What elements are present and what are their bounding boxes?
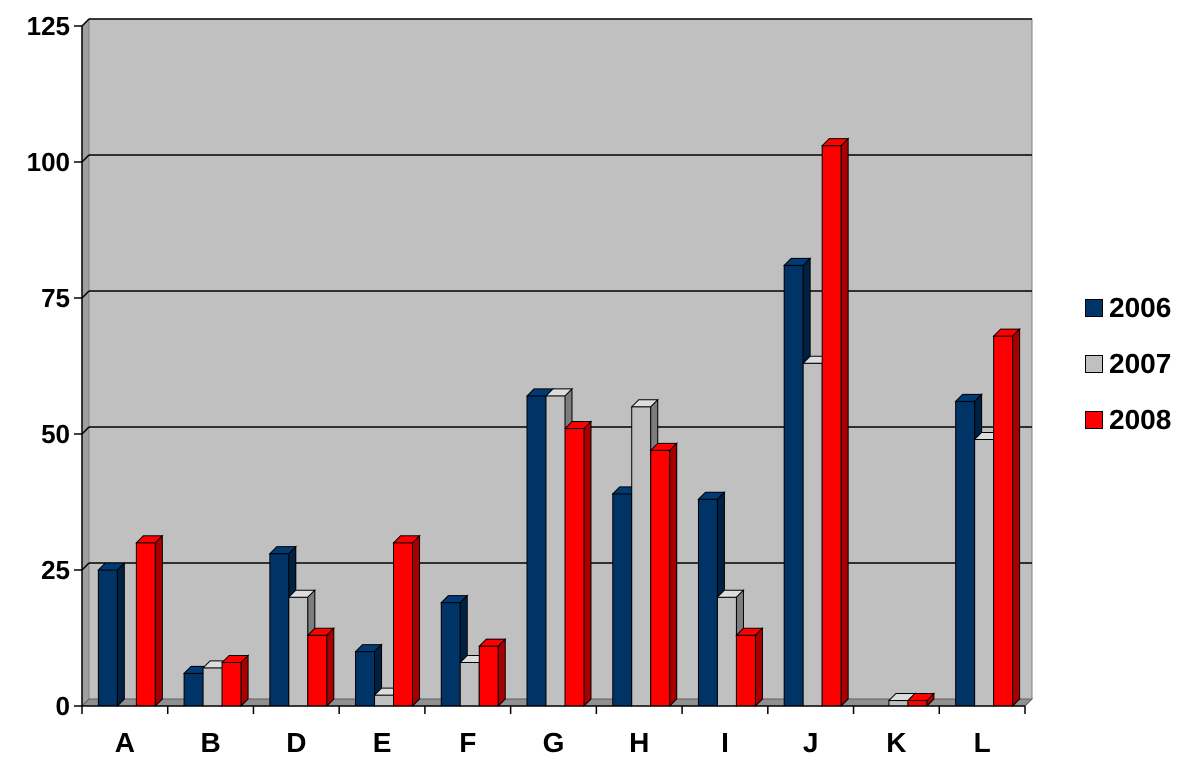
bar-F-2007 [459, 661, 480, 707]
bar-J-2006 [783, 264, 804, 707]
bar-side-A-2008 [154, 534, 163, 708]
bar-H-2006 [612, 493, 633, 707]
bar-side-H-2008 [669, 442, 678, 708]
bar-D-2008 [307, 634, 328, 707]
bar-side-D-2008 [326, 627, 335, 708]
gridline-diag [81, 290, 90, 299]
legend-label-2007: 2007 [1109, 348, 1172, 379]
bar-side-E-2008 [412, 534, 421, 708]
legend-item-2006: 2006 [1085, 280, 1171, 336]
x-tick-label-E: E [373, 727, 392, 758]
legend-label-2006: 2006 [1109, 292, 1172, 323]
y-tick-label: 75 [41, 283, 70, 313]
gridline-diag [81, 562, 90, 571]
bars [97, 137, 1021, 708]
bar-H-2008 [650, 449, 671, 707]
x-tick-label-K: K [886, 727, 906, 758]
bar-H-2007 [631, 406, 652, 707]
bar-side-G-2008 [583, 420, 592, 708]
legend-item-2007: 2007 [1085, 336, 1171, 392]
bar-F-2006 [440, 602, 461, 707]
bar-side-L-2008 [1012, 327, 1021, 708]
bar-F-2008 [478, 645, 499, 707]
bar-E-2007 [374, 694, 395, 707]
y-tick-label: 50 [41, 419, 70, 449]
legend-swatch-2006 [1085, 299, 1103, 317]
x-tick-label-B: B [200, 727, 220, 758]
x-tick-label-I: I [721, 727, 729, 758]
bar-K-2008 [907, 700, 928, 707]
y-tick-label: 100 [27, 147, 70, 177]
bar-G-2007 [545, 395, 566, 707]
x-tick-label-H: H [629, 727, 649, 758]
x-tick-label-J: J [803, 727, 819, 758]
gridline-diag [81, 154, 90, 163]
legend-item-2008: 2008 [1085, 392, 1171, 448]
x-tick-label-G: G [543, 727, 565, 758]
bar-L-2007 [974, 438, 995, 707]
y-tick-labels: 0 25 50 75 100 125 [27, 11, 70, 721]
bar-E-2006 [355, 651, 376, 707]
bar-G-2006 [526, 395, 547, 707]
x-tick-label-D: D [286, 727, 306, 758]
bar-J-2007 [802, 362, 823, 707]
y-tick-label: 125 [27, 11, 70, 41]
gridline-diag [81, 18, 90, 27]
bar-G-2008 [564, 428, 585, 707]
bar-B-2007 [202, 667, 223, 707]
bar-side-B-2008 [240, 654, 249, 708]
bar-side-F-2008 [497, 637, 506, 708]
bar-B-2006 [183, 672, 204, 707]
x-tick-label-L: L [974, 727, 991, 758]
bar-L-2006 [955, 400, 976, 707]
bar-side-A-2006 [116, 561, 125, 708]
bar-E-2008 [393, 542, 414, 707]
legend-swatch-2007 [1085, 355, 1103, 373]
bar-I-2007 [716, 596, 737, 707]
plot-side-wall [81, 17, 90, 708]
axes [74, 25, 1026, 714]
bar-K-2007 [888, 700, 909, 707]
bar-I-2006 [697, 498, 718, 707]
bar-A-2006 [97, 569, 118, 707]
bar-side-J-2008 [840, 137, 849, 708]
y-tick-label: 25 [41, 555, 70, 585]
bar-J-2008 [821, 145, 842, 707]
bar-D-2006 [269, 553, 290, 707]
x-tick-label-A: A [115, 727, 135, 758]
bar-side-I-2008 [754, 627, 763, 708]
legend-swatch-2008 [1085, 411, 1103, 429]
legend-label-2008: 2008 [1109, 404, 1172, 435]
bar-A-2008 [135, 542, 156, 707]
legend: 2006 2007 2008 [1085, 280, 1171, 448]
bar-L-2008 [993, 335, 1014, 707]
bar-side-K-2008 [926, 692, 935, 708]
gridline-diag [81, 426, 90, 435]
bar-I-2008 [735, 634, 756, 707]
bar-D-2007 [288, 596, 309, 707]
bar-B-2008 [221, 661, 242, 707]
x-tick-label-F: F [459, 727, 476, 758]
y-tick-label: 0 [56, 691, 70, 721]
